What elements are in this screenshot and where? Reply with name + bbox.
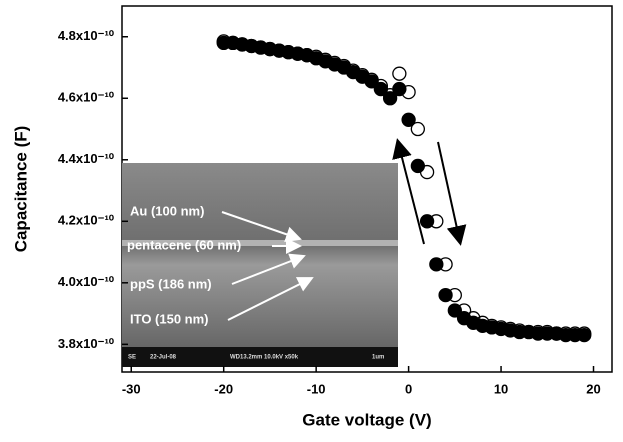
data-point bbox=[410, 121, 425, 137]
inset-arrow bbox=[221, 211, 302, 242]
x-tick-label: 0 bbox=[405, 381, 412, 396]
y-tick-label: 3.8x10⁻¹⁰ bbox=[58, 336, 115, 351]
data-point bbox=[410, 158, 425, 174]
y-axis-label: Capacitance (F) bbox=[11, 126, 30, 253]
data-point bbox=[364, 74, 379, 89]
y-tick-label: 4.0x10⁻¹⁰ bbox=[58, 274, 115, 289]
data-point bbox=[577, 327, 592, 343]
inset-info: WD13.2mm 10.0kV x50k bbox=[230, 355, 299, 361]
sem-layer bbox=[122, 240, 398, 246]
inset-label: Au (100 nm) bbox=[130, 203, 204, 218]
data-point bbox=[429, 257, 444, 272]
data-point bbox=[419, 214, 435, 229]
inset-info: 22-Jul-08 bbox=[150, 355, 177, 361]
x-tick-label: 20 bbox=[586, 381, 600, 396]
y-tick-label: 4.4x10⁻¹⁰ bbox=[58, 151, 115, 166]
data-point bbox=[382, 91, 398, 106]
inset-label: pentacene (60 nm) bbox=[127, 237, 241, 252]
inset-arrow bbox=[227, 277, 314, 321]
sweep-arrow bbox=[392, 138, 425, 245]
inset-info: 1um bbox=[372, 355, 384, 361]
inset-label: ITO (150 nm) bbox=[130, 311, 209, 326]
sweep-arrow bbox=[437, 141, 467, 246]
data-point bbox=[401, 112, 416, 127]
inset-label: ppS (186 nm) bbox=[130, 276, 212, 291]
x-axis-label: Gate voltage (V) bbox=[302, 410, 431, 429]
sem-info-bar bbox=[122, 347, 398, 367]
y-tick-label: 4.8x10⁻¹⁰ bbox=[58, 28, 115, 43]
data-point bbox=[392, 81, 407, 97]
data-point bbox=[373, 81, 389, 97]
inset-info: SE bbox=[128, 355, 136, 361]
x-tick-label: 10 bbox=[494, 381, 508, 396]
x-tick-label: -30 bbox=[122, 381, 141, 396]
y-tick-label: 4.2x10⁻¹⁰ bbox=[58, 213, 115, 228]
sem-image bbox=[122, 163, 398, 367]
x-tick-label: -20 bbox=[214, 381, 233, 396]
y-tick-label: 4.6x10⁻¹⁰ bbox=[58, 90, 115, 105]
inset-image: Au (100 nm) pentacene (60 nm) ppS (186 nm)… bbox=[122, 163, 398, 367]
data-point bbox=[438, 287, 453, 303]
data-point bbox=[447, 303, 462, 318]
data-point bbox=[392, 66, 407, 81]
inset-arrow bbox=[231, 253, 306, 285]
x-tick-label: -10 bbox=[307, 381, 326, 396]
